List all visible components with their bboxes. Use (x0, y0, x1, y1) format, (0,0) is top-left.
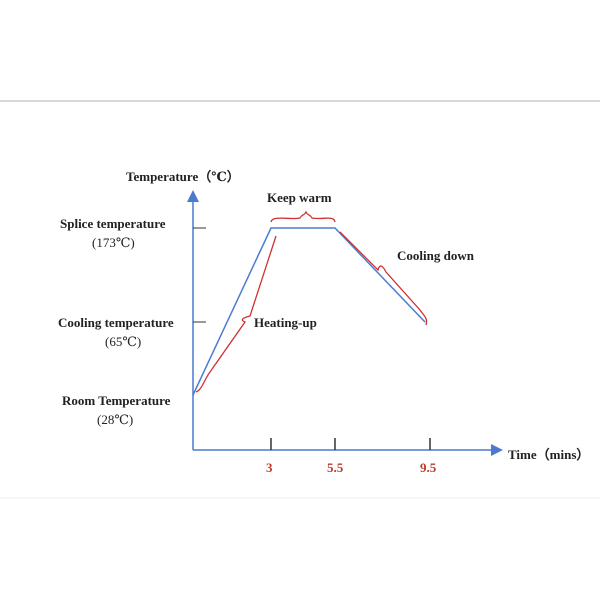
phase-label: Cooling down (397, 248, 475, 263)
level-value: (28℃) (97, 412, 133, 427)
temperature-profile (192, 227, 426, 396)
level-label: Splice temperature (60, 216, 166, 231)
keep-warm-brace (270, 210, 336, 223)
level-label: Room Temperature (62, 393, 171, 408)
level-label: Cooling temperature (58, 315, 174, 330)
x-tick-label: 5.5 (327, 460, 344, 475)
y-axis-label: Temperature（℃） (126, 169, 240, 184)
level-value: (65℃) (105, 334, 141, 349)
heating-brace (195, 235, 277, 393)
level-value: (173℃) (92, 235, 135, 250)
x-tick-label: 9.5 (420, 460, 437, 475)
phase-label: Keep warm (267, 190, 332, 205)
cooling-brace (339, 231, 428, 326)
x-tick-label: 3 (266, 460, 273, 475)
x-axis-label: Time（mins） (508, 447, 589, 462)
phase-label: Heating-up (254, 315, 317, 330)
